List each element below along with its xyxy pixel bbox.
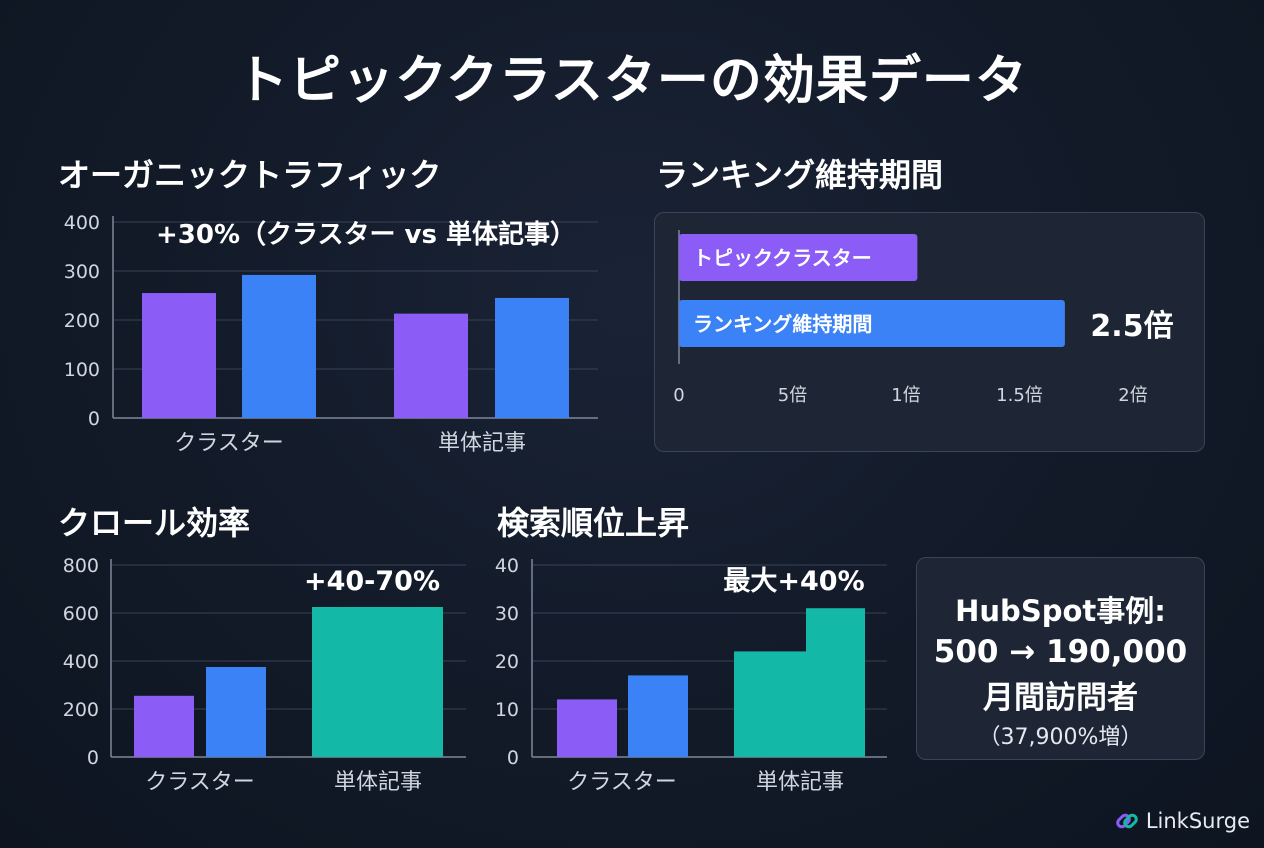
bar-label: ランキング維持期間: [693, 312, 872, 336]
bar: [734, 651, 808, 757]
bar: [142, 293, 216, 418]
hubspot-increase: （37,900%増）: [978, 725, 1143, 750]
logo: LinkSurge: [1114, 808, 1250, 834]
y-tick-label: 30: [495, 603, 519, 625]
x-tick-label: 5倍: [778, 385, 807, 406]
y-tick-label: 300: [64, 261, 100, 283]
x-tick-label: 0: [673, 385, 684, 406]
chart-annotation: +40-70%: [304, 566, 440, 597]
x-tick-label: 2倍: [1118, 385, 1147, 406]
bar: [134, 695, 194, 757]
y-tick-label: 0: [507, 747, 519, 769]
bar: [557, 699, 617, 757]
bar-label: トピッククラスター: [693, 246, 872, 270]
traffic-chart: 0 100 200 300 400 クラスター 単体記事 +30%（クラスター vs 単体記事…: [64, 212, 598, 456]
y-tick-label: 200: [64, 310, 100, 332]
y-tick-label: 0: [87, 747, 99, 769]
y-tick-label: 100: [64, 359, 100, 381]
x-tick-label: 1倍: [891, 385, 920, 406]
search-chart: 0 10 20 30 40 クラスター 単体記事 最大+40%: [495, 555, 887, 795]
hubspot-case-card: HubSpot事例: 500 → 190,000 月間訪問者 （37,900%増…: [916, 557, 1205, 760]
x-tick-label: クラスター: [145, 770, 255, 795]
y-tick-label: 800: [63, 555, 99, 577]
search-section-title: 検索順位上昇: [497, 504, 690, 542]
x-tick-label: クラスター: [567, 770, 677, 795]
x-tick-label: 単体記事: [438, 431, 526, 456]
logo-text: LinkSurge: [1145, 809, 1250, 833]
y-tick-label: 200: [63, 699, 99, 721]
traffic-section-title: オーガニックトラフィック: [58, 156, 442, 194]
bar: [394, 313, 468, 418]
y-tick-label: 400: [63, 651, 99, 673]
hubspot-metric: 月間訪問者: [983, 680, 1138, 716]
bar: [495, 297, 569, 418]
page-title: トピッククラスターの効果データ: [236, 51, 1028, 111]
chart-annotation: 最大+40%: [723, 566, 864, 597]
crawl-section-title: クロール効率: [58, 504, 251, 542]
y-tick-label: 600: [63, 603, 99, 625]
x-tick-label: クラスター: [174, 431, 284, 456]
bar: [628, 675, 688, 757]
x-tick-label: 1.5倍: [996, 385, 1043, 406]
crawl-chart: 0 200 400 600 800 クラスター 単体記事 +40-70%: [63, 555, 466, 795]
chain-link-icon: [1116, 813, 1138, 829]
chart-annotation: +30%（クラスター vs 単体記事）: [156, 219, 576, 250]
bar: [679, 234, 918, 281]
y-tick-label: 20: [495, 651, 519, 673]
y-tick-label: 10: [495, 699, 519, 721]
y-tick-label: 40: [495, 555, 519, 577]
bar: [679, 300, 1065, 347]
bar: [806, 608, 865, 757]
ranking-section-title: ランキング維持期間: [656, 156, 944, 194]
bar: [242, 274, 316, 418]
y-tick-label: 400: [64, 212, 100, 234]
hubspot-growth: 500 → 190,000: [933, 634, 1188, 670]
hubspot-title: HubSpot事例:: [955, 594, 1166, 628]
value-label: 2.5倍: [1090, 309, 1173, 344]
y-tick-label: 0: [88, 408, 100, 430]
x-tick-label: 単体記事: [334, 770, 422, 795]
bar: [312, 607, 443, 757]
bar: [206, 667, 266, 757]
x-tick-label: 単体記事: [756, 770, 844, 795]
